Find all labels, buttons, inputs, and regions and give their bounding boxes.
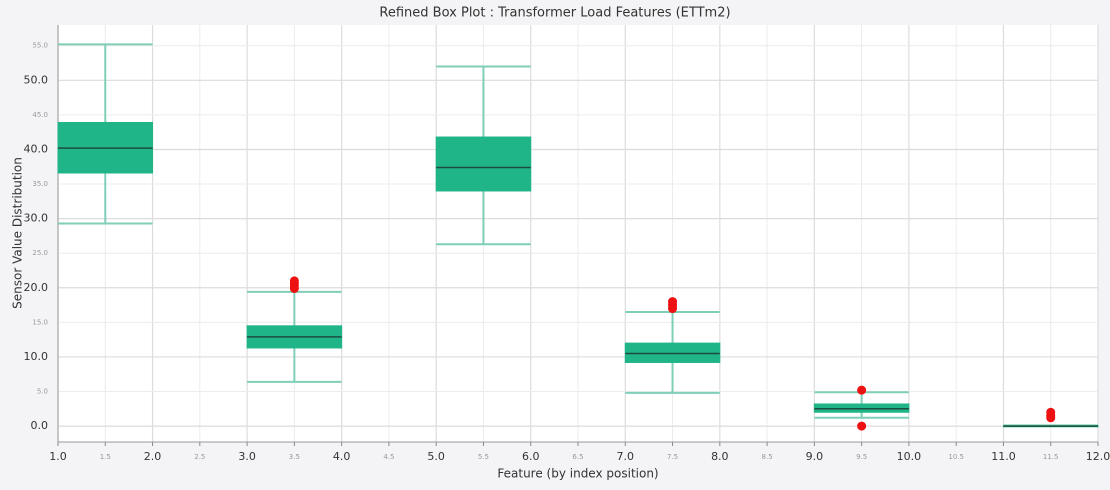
x-tick-label: 10.5 [948,453,964,461]
y-tick-label: 25.0 [32,249,48,257]
x-axis-label: Feature (by index position) [497,467,658,481]
box [435,136,532,192]
x-tick-label: 6.5 [572,453,583,461]
x-tick-label: 7.0 [617,450,635,463]
x-tick-label: 4.5 [383,453,394,461]
x-tick-label: 1.5 [100,453,111,461]
y-tick-label: 50.0 [24,73,49,86]
x-tick-label: 6.0 [522,450,540,463]
y-tick-label: 45.0 [32,111,48,119]
x-tick-label: 5.5 [478,453,489,461]
y-tick-label: 55.0 [32,42,48,50]
x-tick-label: 2.0 [144,450,162,463]
x-tick-label: 8.0 [711,450,729,463]
y-tick-label: 10.0 [24,350,49,363]
x-tick-label: 11.0 [991,450,1016,463]
x-tick-label: 5.0 [427,450,445,463]
x-tick-label: 9.0 [806,450,824,463]
y-tick-label: 0.0 [31,419,49,432]
x-tick-label: 10.0 [897,450,922,463]
y-tick-label: 40.0 [24,142,49,155]
y-tick-label: 30.0 [24,212,49,225]
x-tick-label: 12.0 [1086,450,1110,463]
outlier [289,276,299,286]
chart-title: Refined Box Plot : Transformer Load Feat… [379,6,730,21]
x-tick-label: 9.5 [856,453,867,461]
x-tick-label: 11.5 [1043,453,1059,461]
y-tick-label: 35.0 [32,180,48,188]
y-tick-label: 15.0 [32,318,48,326]
outlier [668,297,678,307]
outlier [1046,407,1056,417]
x-tick-label: 2.5 [194,453,205,461]
outlier [857,385,867,395]
x-tick-label: 7.5 [667,453,678,461]
y-axis-label: Sensor Value Distribution [11,157,25,309]
x-tick-label: 1.0 [49,450,67,463]
x-tick-label: 4.0 [333,450,351,463]
x-tick-label: 3.5 [289,453,300,461]
x-tick-label: 3.0 [238,450,256,463]
y-tick-label: 20.0 [24,281,49,294]
x-tick-label: 8.5 [762,453,773,461]
outlier [857,421,867,431]
y-tick-label: 5.0 [37,388,48,396]
